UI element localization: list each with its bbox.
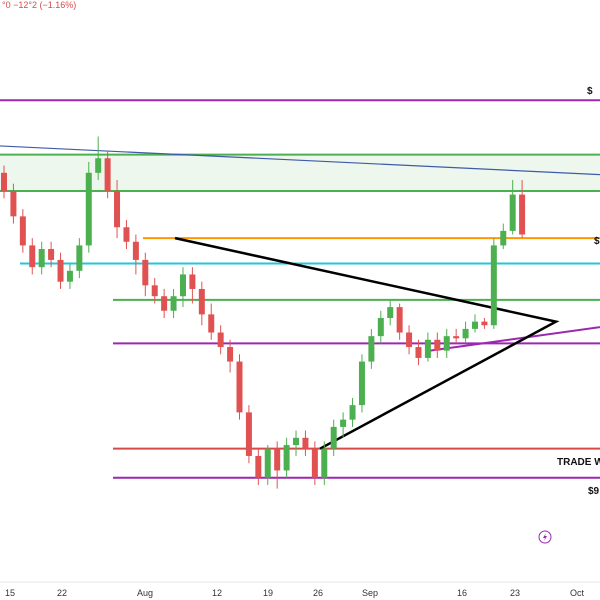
candle-body — [1, 172, 7, 191]
candle-body — [104, 158, 111, 191]
candle-body — [387, 307, 394, 318]
candle-body — [217, 332, 224, 348]
candle-body — [509, 194, 516, 231]
candle-body — [161, 296, 168, 311]
candle-body — [311, 448, 318, 478]
x-tick-label: 26 — [313, 588, 323, 598]
candle-body — [302, 437, 309, 449]
candle-body — [29, 245, 36, 268]
candle-body — [283, 445, 290, 471]
x-tick-label: Sep — [362, 588, 378, 598]
candle-body — [198, 288, 205, 315]
candle-body — [19, 216, 26, 246]
candle-body — [10, 190, 17, 217]
level-layer — [0, 99, 600, 479]
candle-body — [255, 455, 262, 478]
candle-layer — [1, 136, 526, 489]
x-tick-label: 23 — [510, 588, 520, 598]
candle-body — [293, 437, 300, 446]
candle-body — [227, 347, 234, 362]
x-tick-label: 19 — [263, 588, 273, 598]
x-tick-label: 15 — [5, 588, 15, 598]
candle-body — [236, 361, 243, 413]
candle-body — [377, 318, 384, 337]
candle-body — [321, 448, 328, 478]
candle-body — [424, 339, 431, 358]
x-tick-label: Aug — [137, 588, 153, 598]
x-tick-label: 12 — [212, 588, 222, 598]
candle-body — [481, 321, 488, 326]
candle-body — [114, 190, 121, 228]
candle-body — [142, 259, 149, 286]
candle-body — [443, 336, 450, 351]
partial-price-label-top: $ — [587, 86, 593, 97]
candle-body — [208, 314, 215, 333]
rising-trendline — [429, 326, 600, 352]
x-tick-label: 16 — [457, 588, 467, 598]
candle-body — [274, 448, 281, 471]
candle-body — [76, 245, 83, 271]
candle-body — [48, 249, 55, 260]
x-tick-label: Oct — [570, 588, 585, 598]
candle-body — [358, 361, 365, 406]
candle-body — [264, 448, 271, 478]
candle-body — [95, 158, 102, 173]
candle-body — [490, 245, 497, 326]
triangle-pattern — [174, 236, 560, 450]
candle-body — [245, 412, 252, 456]
time-axis: 15 22 Aug 12 19 26 Sep 16 23 Oct — [0, 581, 600, 598]
candle-body — [340, 419, 347, 427]
candle-body — [170, 296, 177, 311]
candle-body — [349, 405, 356, 420]
candle-body — [151, 285, 158, 297]
candle-body — [85, 172, 92, 246]
candle-body — [123, 227, 130, 242]
lightning-icon[interactable] — [538, 530, 552, 544]
candle-body — [396, 307, 403, 333]
candle-body — [462, 328, 469, 339]
candle-body — [500, 230, 507, 246]
candle-body — [132, 241, 139, 260]
descending-trendline — [0, 145, 600, 176]
candle-body — [453, 336, 460, 339]
candle-body — [406, 332, 413, 348]
price-label: $9 — [588, 486, 600, 497]
trendline-layer — [0, 145, 600, 450]
partial-price-label-mid: $ — [594, 236, 600, 247]
candle-body — [66, 270, 73, 282]
candle-body — [368, 336, 375, 362]
candle-body — [472, 321, 478, 329]
header-change-text: °0 −12°2 (−1.16%) — [2, 0, 76, 10]
candle-body — [330, 426, 337, 449]
candle-body — [57, 259, 64, 282]
candle-body — [189, 274, 196, 289]
candle-body — [179, 274, 186, 297]
candle-body — [434, 339, 441, 351]
candle-body — [415, 347, 422, 358]
trade-zone-label: TRADE W — [557, 457, 600, 468]
candle-body — [38, 249, 45, 268]
x-tick-label: 22 — [57, 588, 67, 598]
candle-body — [519, 194, 526, 235]
